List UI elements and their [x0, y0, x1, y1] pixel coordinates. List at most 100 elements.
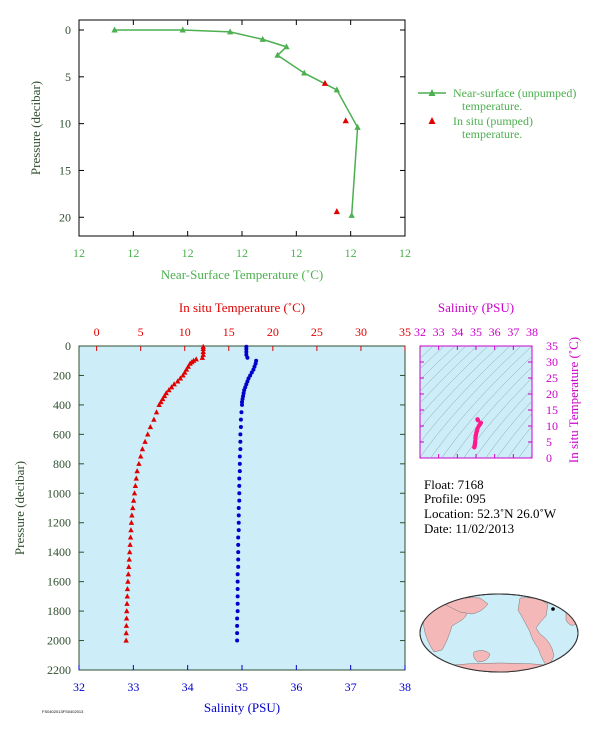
temperature-point — [142, 438, 148, 444]
salinity-tick-label: 36 — [290, 680, 302, 694]
salinity-point — [248, 373, 253, 378]
temperature-tick-label: 0 — [94, 325, 100, 339]
ts-diagram: 32 33 34 35 36 37 38 0 5 10 15 20 25 30 35 Salinity (… — [414, 300, 581, 465]
salinity-point — [235, 616, 240, 621]
salinity-tick-label: 33 — [127, 680, 139, 694]
density-contour — [507, 425, 532, 458]
unpumped-line — [114, 29, 359, 216]
ts-x-tick-label: 37 — [507, 325, 519, 339]
pressure-tick-label: 1200 — [47, 516, 71, 530]
profile-chart: 0200400600800100012001400160018002000220… — [12, 300, 411, 715]
temperature-point — [130, 497, 137, 503]
temperature-point — [200, 351, 206, 357]
salinity-point — [236, 506, 241, 510]
density-contour — [430, 346, 532, 458]
density-contour — [463, 377, 532, 458]
pressure-tick-label: 2000 — [47, 634, 71, 648]
temperature-point — [129, 512, 135, 518]
legend-pumped-label-1: In situ (pumped) — [453, 114, 533, 128]
salinity-point — [237, 483, 242, 488]
density-contour — [420, 346, 511, 443]
unpumped-point — [179, 26, 186, 33]
temperature-point — [128, 519, 135, 525]
near-surface-series — [111, 26, 361, 218]
salinity-point — [251, 367, 256, 372]
temperature-point — [124, 608, 130, 614]
temperature-point — [124, 600, 130, 606]
salinity-point — [237, 454, 242, 459]
salinity-tick-label: 38 — [399, 680, 411, 694]
near-surface-y-label: Pressure (decibar) — [28, 81, 43, 175]
salinity-point — [240, 402, 244, 407]
salinity-point — [236, 557, 241, 562]
salinity-point — [236, 542, 241, 547]
profile-pressure-axis: 0 200 400 600 800 1000 1200 1400 1600 1800 2000 220… — [47, 339, 405, 677]
temperature-point — [156, 401, 162, 408]
salinity-point — [238, 439, 243, 444]
salinity-point — [235, 587, 240, 591]
ts-y-tick-label: 0 — [546, 451, 552, 465]
temperature-point — [139, 446, 146, 452]
temperature-point — [128, 527, 134, 533]
salinity-point — [239, 410, 244, 415]
unpumped-point — [301, 69, 308, 76]
salinity-tick-label: 32 — [73, 680, 85, 694]
density-contour — [518, 439, 532, 458]
x-tick-label: 12 — [399, 246, 411, 260]
salinity-point — [237, 476, 242, 481]
ts-y-tick-label: 25 — [546, 371, 558, 385]
profile-y-label: Pressure (decibar) — [12, 461, 27, 555]
pressure-tick-label: 200 — [53, 368, 71, 382]
ts-density-contours — [420, 346, 532, 458]
ts-y-tick-label: 15 — [546, 403, 558, 417]
density-contour — [420, 346, 489, 416]
footer-code: FS0402013FS0402013 — [42, 709, 84, 714]
profile-temperature-axis: 0 5 10 15 20 25 30 35 — [94, 325, 411, 351]
ts-y-tick-label: 10 — [546, 419, 558, 433]
ts-x-tick-label: 35 — [470, 325, 482, 339]
temperature-point — [126, 549, 133, 555]
near-surface-x-axis: 12 12 12 12 12 12 12 — [73, 20, 411, 260]
density-contour — [496, 412, 532, 458]
near-surface-legend: Near-surface (unpumped) temperature. In … — [418, 86, 576, 141]
temperature-point — [145, 431, 151, 437]
ts-x-tick-label: 33 — [433, 325, 445, 339]
ts-y-label: In situ Temperature (˚C) — [566, 337, 581, 463]
temperature-point — [131, 490, 138, 496]
temperature-point — [193, 356, 199, 362]
temperature-point — [151, 416, 157, 422]
salinity-point — [235, 609, 240, 614]
x-tick-label: 12 — [236, 246, 248, 260]
salinity-point — [238, 417, 243, 422]
salinity-point — [235, 638, 240, 643]
date: Date: 11/02/2013 — [424, 521, 514, 536]
temperature-point — [124, 586, 131, 592]
salinity-point — [240, 399, 244, 404]
float-info: Float: 7168 Profile: 095 Location: 52.3˚… — [424, 477, 557, 536]
pressure-tick-label: 1600 — [47, 575, 71, 589]
pressure-tick-label: 600 — [53, 427, 71, 441]
salinity-point — [237, 491, 242, 496]
world-map — [419, 593, 579, 673]
y-tick-label: 10 — [59, 117, 71, 131]
temperature-point — [133, 475, 139, 481]
profile-salinity-label: Salinity (PSU) — [204, 700, 280, 715]
temperature-point — [136, 460, 142, 466]
salinity-point — [235, 572, 240, 577]
salinity-point — [238, 447, 243, 452]
unpumped-point — [259, 35, 266, 42]
pressure-tick-label: 0 — [65, 339, 71, 353]
density-contour — [485, 400, 532, 458]
ts-x-tick-label: 32 — [414, 325, 426, 339]
profile-temperature-label: In situ Temperature (˚C) — [179, 300, 305, 315]
float-id: Float: 7168 — [424, 477, 484, 492]
ts-points — [472, 417, 484, 450]
temperature-tick-label: 15 — [223, 325, 235, 339]
ts-point — [475, 417, 480, 422]
temperature-point — [168, 384, 175, 390]
temperature-point — [123, 615, 130, 621]
temperature-point — [125, 578, 131, 584]
temperature-point — [200, 345, 206, 352]
density-contour — [420, 346, 500, 430]
